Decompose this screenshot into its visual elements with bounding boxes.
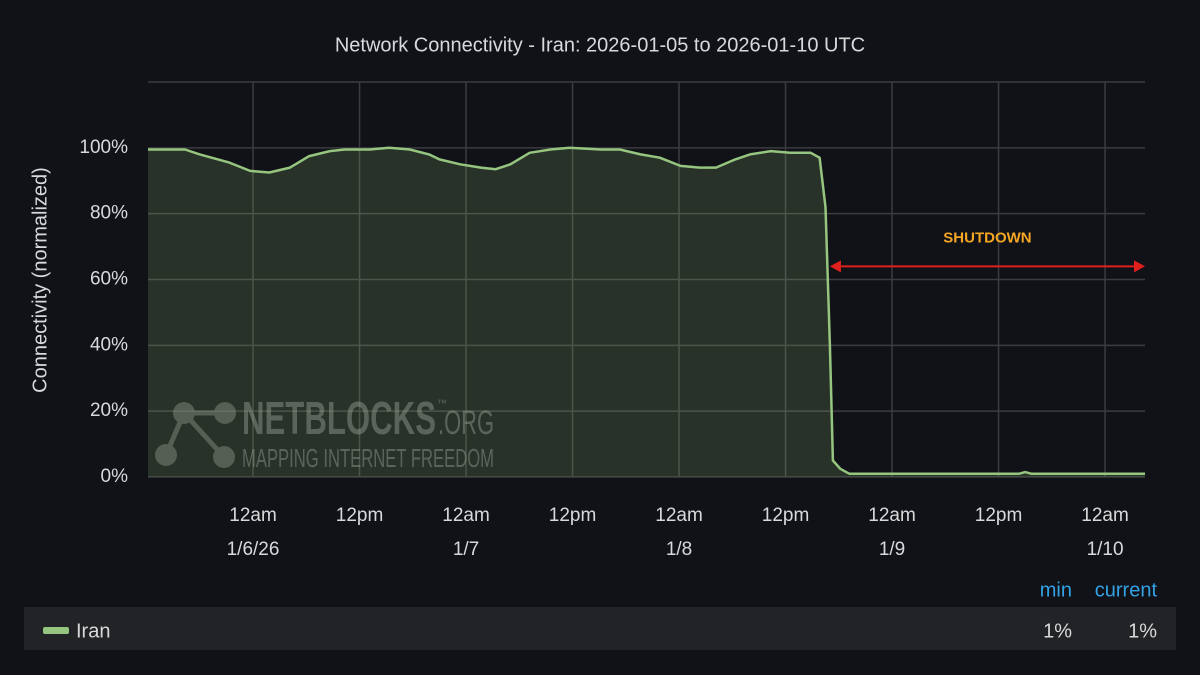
- legend-row: [24, 607, 1176, 650]
- legend-header[interactable]: min: [1040, 579, 1072, 601]
- x-tick-label: 12pm: [975, 505, 1023, 526]
- watermark-icon: [214, 402, 236, 424]
- legend-value: 1%: [1043, 620, 1072, 642]
- x-tick-label: 12pm: [549, 505, 597, 526]
- watermark-icon: [163, 412, 187, 456]
- legend-value: 1%: [1128, 620, 1157, 642]
- y-tick-label: 20%: [90, 400, 128, 421]
- y-tick-label: 100%: [79, 137, 128, 158]
- x-tick-label: 12am: [442, 505, 490, 526]
- y-tick-label: 60%: [90, 269, 128, 290]
- y-tick-label: 0%: [101, 466, 129, 487]
- x-tick-date: 1/6/26: [227, 539, 280, 560]
- x-tick-date: 1/9: [879, 539, 905, 560]
- legend-header[interactable]: current: [1095, 579, 1158, 601]
- annotation-arrowhead: [829, 260, 841, 273]
- y-tick-label: 80%: [90, 203, 128, 224]
- x-tick-date: 1/7: [453, 539, 479, 560]
- x-tick-label: 12pm: [336, 505, 384, 526]
- x-tick-date: 1/8: [666, 539, 692, 560]
- x-tick-label: 12am: [868, 505, 916, 526]
- x-tick-label: 12am: [655, 505, 703, 526]
- chart-title: Network Connectivity - Iran: 2026-01-05 …: [335, 34, 865, 56]
- watermark-tagline: MAPPING INTERNET FREEDOM: [242, 443, 494, 473]
- area: [148, 147, 1145, 478]
- x-tick-label: 12am: [229, 505, 277, 526]
- watermark-icon: [213, 446, 235, 468]
- annotation-arrowhead: [1134, 260, 1145, 273]
- x-tick-label: 12pm: [762, 505, 810, 526]
- watermark-mark: ™: [437, 399, 447, 410]
- watermark-icon: [182, 411, 226, 459]
- watermark-icon: [155, 444, 177, 466]
- watermark-icon: [173, 402, 195, 424]
- annotation-label: SHUTDOWN: [943, 229, 1031, 246]
- legend-swatch: [43, 627, 69, 634]
- x-tick-label: 12am: [1081, 505, 1129, 526]
- x-tick-date: 1/10: [1087, 539, 1124, 560]
- watermark-title: NETBLOCKS: [242, 392, 436, 444]
- y-axis-label: Connectivity (normalized): [29, 167, 51, 393]
- line: [148, 146, 1145, 475]
- watermark-suffix: .ORG: [438, 404, 494, 442]
- y-tick-label: 40%: [90, 334, 128, 355]
- legend-label[interactable]: Iran: [76, 620, 110, 642]
